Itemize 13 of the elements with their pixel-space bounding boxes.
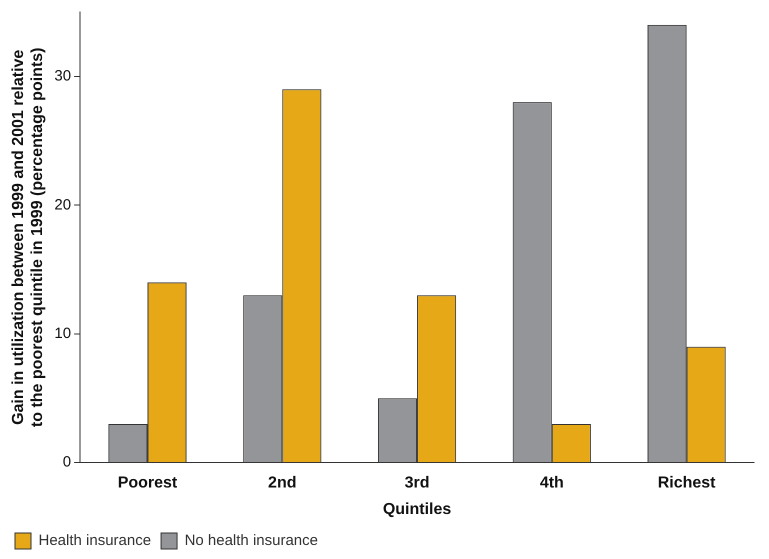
y-axis-title: Gain in utilization between 1999 and 2001 relative to the poorest quintile in 1999 (percentage points) <box>10 47 46 428</box>
x-axis-title: Quintiles <box>382 500 452 518</box>
x-tick-label: 2nd <box>268 474 296 492</box>
legend-label: Health insurance <box>38 532 152 550</box>
legend-label: No health insurance <box>184 532 318 550</box>
x-tick-label: 3rd <box>404 474 430 492</box>
x-tick-label: 4th <box>540 474 564 492</box>
y-tick-label: 0 <box>62 454 72 471</box>
y-tick-label: 20 <box>54 196 72 214</box>
x-tick-label: Richest <box>658 474 716 492</box>
x-tick-label: Poorest <box>118 474 178 492</box>
y-tick-label: 10 <box>54 325 72 342</box>
y-tick-label: 30 <box>54 68 72 85</box>
